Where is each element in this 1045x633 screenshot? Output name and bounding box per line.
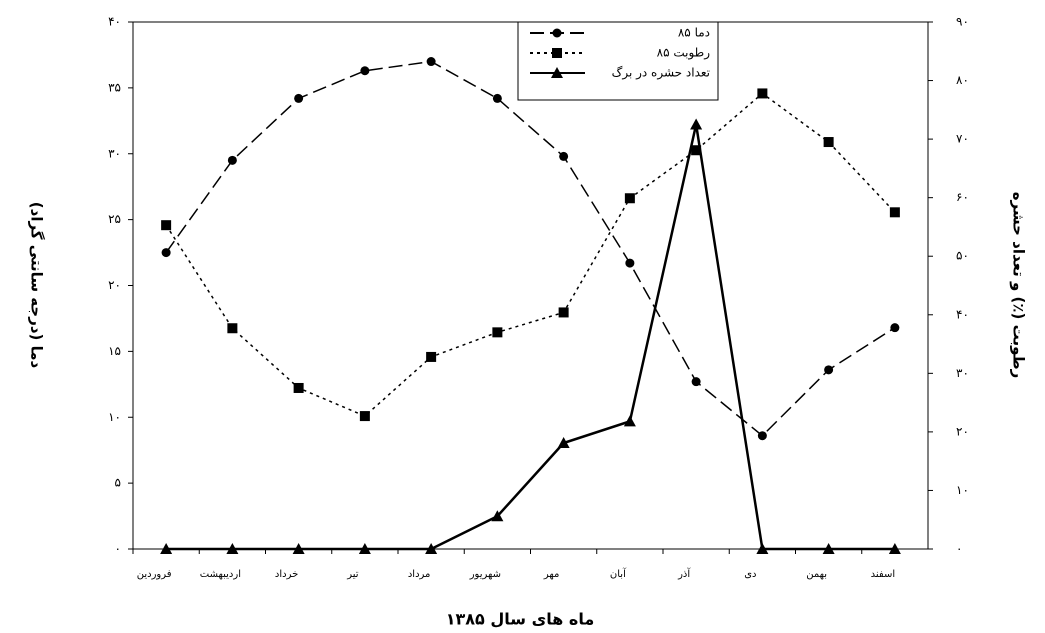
data-point <box>757 431 767 441</box>
series-line <box>165 92 896 417</box>
x-tick-label: خرداد <box>275 569 298 580</box>
y2-tick-label: ۶۰ <box>956 190 969 204</box>
legend-label: رطوبت ۸۵ <box>657 46 711 61</box>
y-tick-label: ۵ <box>115 476 121 490</box>
data-point <box>359 411 370 422</box>
legend-label: دما ۸۵ <box>678 26 710 40</box>
x-tick-label: آذر <box>677 567 691 580</box>
data-point <box>294 93 304 103</box>
y2-tick-label: ۱۰ <box>956 483 969 497</box>
y2-tick-label: ۰ <box>956 542 962 556</box>
legend-marker <box>551 67 563 78</box>
legend-label: تعداد حشره در برگ <box>612 66 710 81</box>
y2-tick-label: ۵۰ <box>956 249 969 263</box>
legend-marker <box>552 28 562 38</box>
data-point <box>691 377 701 387</box>
y-tick-label: ۱۰ <box>108 410 121 424</box>
legend-box <box>517 21 719 101</box>
data-point <box>823 137 834 148</box>
data-point <box>160 543 173 554</box>
data-point <box>227 323 238 334</box>
x-axis-title: ماه های سال ۱۳۸۵ <box>446 610 595 629</box>
data-point <box>492 327 503 338</box>
data-point <box>890 323 900 333</box>
y-tick-label: ۴۰ <box>108 15 121 29</box>
data-point <box>889 207 900 218</box>
plot-frame <box>132 21 929 550</box>
data-point <box>623 415 636 427</box>
y2-tick-label: ۷۰ <box>956 132 969 146</box>
x-tick-label: دی <box>744 569 756 580</box>
data-point <box>161 248 171 258</box>
x-tick-label: اردیبهشت <box>200 569 241 580</box>
y-tick-label: ۲۰ <box>108 278 121 292</box>
data-point <box>559 151 569 161</box>
data-point <box>360 66 370 76</box>
y2-tick-label: ۲۰ <box>956 424 969 438</box>
x-tick-label: آبان <box>610 567 627 580</box>
data-point <box>756 543 769 554</box>
series-line <box>166 124 895 551</box>
data-point <box>491 510 504 522</box>
x-tick-label: مهر <box>543 569 559 580</box>
data-point <box>358 543 371 554</box>
data-point <box>161 220 172 231</box>
data-point <box>624 193 635 204</box>
data-point <box>690 118 703 130</box>
data-point <box>425 543 438 554</box>
x-tick-label: اسفند <box>871 569 895 580</box>
data-point <box>824 365 834 375</box>
y-axis-title: دما (درجه سانتی گراد) <box>28 202 46 369</box>
y2-axis-title: رطوبت (٪) و تعداد حشره <box>1010 192 1028 379</box>
y2-tick-label: ۹۰ <box>956 15 969 29</box>
data-point <box>822 543 835 554</box>
y-tick-label: ۳۰ <box>108 146 121 160</box>
data-point <box>492 93 502 103</box>
x-tick-label: مرداد <box>408 569 431 580</box>
x-tick-label: تیر <box>346 569 359 580</box>
y2-tick-label: ۸۰ <box>956 73 969 87</box>
data-point <box>426 57 436 67</box>
x-tick-label: شهریور <box>469 569 501 580</box>
y2-tick-label: ۳۰ <box>956 366 969 380</box>
y-tick-label: ۲۵ <box>108 212 121 226</box>
data-point <box>757 88 768 99</box>
y2-tick-label: ۴۰ <box>956 307 969 321</box>
data-point <box>292 543 305 554</box>
y-tick-label: ۰ <box>115 542 121 556</box>
x-tick-label: بهمن <box>806 569 827 580</box>
data-point <box>226 543 239 554</box>
y-tick-label: ۱۵ <box>108 344 121 358</box>
data-point <box>293 382 304 393</box>
data-point <box>888 543 901 554</box>
x-tick-label: فروردین <box>137 569 172 580</box>
data-point <box>558 307 569 318</box>
data-point <box>625 258 635 268</box>
series-line <box>165 60 896 437</box>
data-point <box>691 145 702 156</box>
legend-marker <box>552 48 562 58</box>
data-point <box>426 351 437 362</box>
data-point <box>557 437 570 449</box>
data-point <box>227 155 237 165</box>
y-tick-label: ۳۵ <box>108 80 121 94</box>
